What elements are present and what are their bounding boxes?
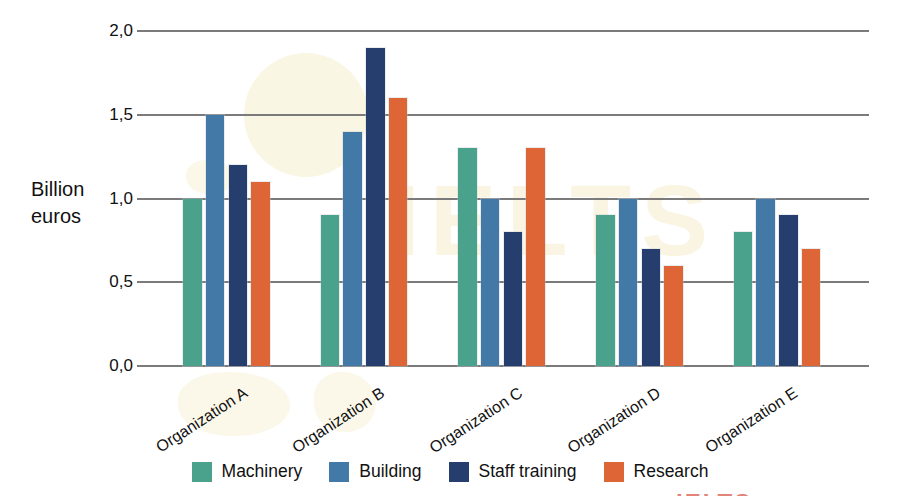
- gridline-2-0: [137, 30, 869, 32]
- legend-label-building: Building: [359, 461, 421, 482]
- bar-research-organization-d: [664, 266, 683, 367]
- bar-machinery-organization-a: [183, 199, 202, 367]
- y-tick-label: 2,0: [73, 21, 133, 41]
- legend-swatch-machinery: [192, 462, 212, 482]
- bar-building-organization-d: [619, 199, 638, 367]
- legend-swatch-research: [604, 462, 624, 482]
- plot-area: 0,00,51,01,52,0Organization AOrganizatio…: [0, 0, 900, 496]
- legend-item-machinery: Machinery: [192, 461, 303, 482]
- legend-label-research: Research: [634, 461, 709, 482]
- legend-item-building: Building: [329, 461, 421, 482]
- bar-staff-training-organization-b: [366, 48, 385, 366]
- bar-building-organization-e: [756, 199, 775, 367]
- bar-building-organization-a: [206, 115, 225, 366]
- bar-staff-training-organization-c: [504, 232, 523, 366]
- legend-label-staff-training: Staff training: [479, 461, 577, 482]
- chart-legend: Machinery Building Staff training Research: [0, 461, 900, 482]
- bar-research-organization-b: [389, 98, 408, 366]
- bar-machinery-organization-d: [596, 215, 615, 366]
- legend-item-staff-training: Staff training: [449, 461, 577, 482]
- bar-staff-training-organization-e: [779, 215, 798, 366]
- legend-label-machinery: Machinery: [222, 461, 303, 482]
- y-tick-label: 1,0: [73, 189, 133, 209]
- legend-swatch-building: [329, 462, 349, 482]
- y-tick-label: 0,0: [73, 356, 133, 376]
- legend-item-research: Research: [604, 461, 709, 482]
- bar-machinery-organization-b: [321, 215, 340, 366]
- bar-building-organization-c: [481, 199, 500, 367]
- bar-machinery-organization-c: [458, 148, 477, 366]
- bar-research-organization-a: [251, 182, 270, 366]
- bar-research-organization-e: [802, 249, 821, 366]
- gridline-1-5: [137, 114, 869, 116]
- bar-machinery-organization-e: [734, 232, 753, 366]
- bar-staff-training-organization-a: [229, 165, 248, 366]
- bar-chart-figure: IELTS IELTS 0,00,51,01,52,0Organization …: [0, 0, 900, 496]
- y-tick-label: 0,5: [73, 272, 133, 292]
- legend-swatch-staff-training: [449, 462, 469, 482]
- y-tick-label: 1,5: [73, 105, 133, 125]
- bar-staff-training-organization-d: [642, 249, 661, 366]
- bar-research-organization-c: [526, 148, 545, 366]
- bar-building-organization-b: [343, 132, 362, 367]
